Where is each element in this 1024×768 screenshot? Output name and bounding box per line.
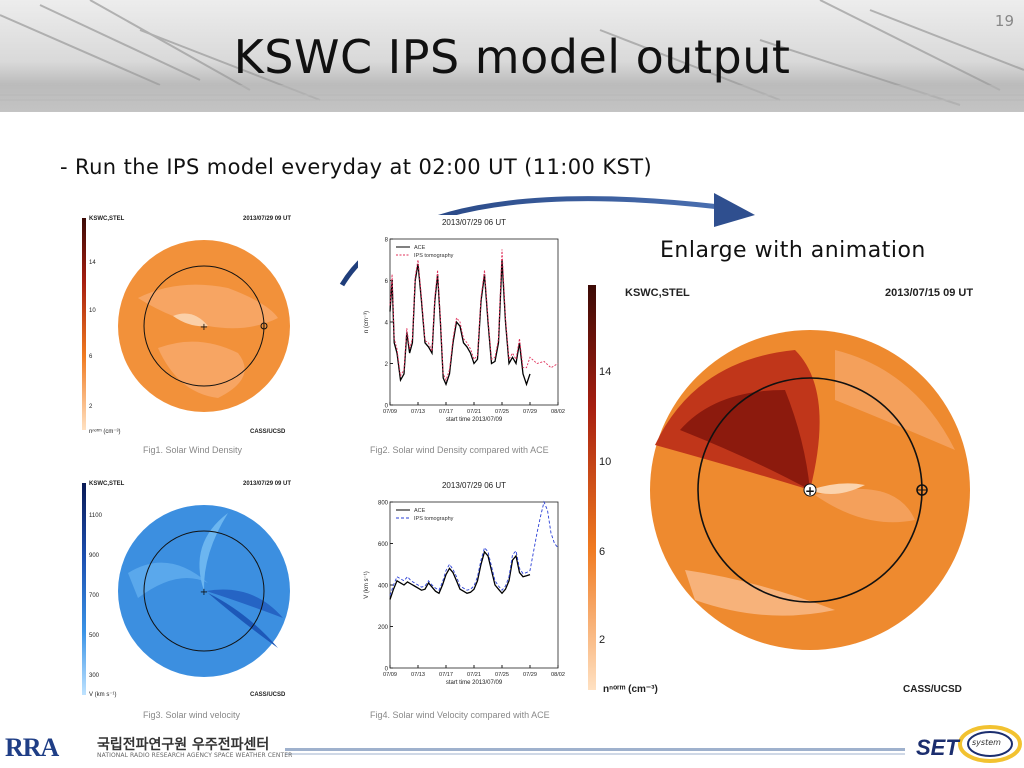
- fig3-credit: CASS/UCSD: [250, 692, 286, 698]
- legend-label: IPS tomography: [414, 516, 454, 522]
- series-line-ace: [389, 550, 531, 600]
- large-unit: nⁿᵒʳᵐ (cm⁻³): [603, 684, 658, 695]
- series-line-ips: [389, 500, 559, 596]
- fig3-datetime: 2013/07/29 09 UT: [243, 481, 291, 487]
- large-label: KSWC,STEL: [625, 287, 690, 299]
- x-axis-label: start time 2013/07/09: [446, 680, 503, 686]
- fig1-density-map: KSWC,STEL 2013/07/29 09 UT 14 10 6 2 nⁿᵒ…: [78, 208, 318, 440]
- y-tick-label: 0: [385, 667, 389, 673]
- x-tick-label: 07/09: [383, 409, 397, 415]
- enlarge-note: Enlarge with animation: [660, 238, 926, 263]
- bullet-text: - Run the IPS model everyday at 02:00 UT…: [60, 155, 653, 179]
- page-number: 19: [994, 12, 1014, 30]
- large-tick: 6: [599, 546, 605, 558]
- large-datetime: 2013/07/15 09 UT: [885, 287, 973, 299]
- x-axis-label: start time 2013/07/09: [446, 417, 503, 423]
- fig2-caption: Fig2. Solar wind Density compared with A…: [370, 445, 549, 455]
- fig3-tick: 900: [89, 553, 100, 559]
- fig1-tick: 2: [89, 404, 93, 410]
- fig3-tick: 1100: [89, 513, 103, 519]
- large-credit: CASS/UCSD: [903, 684, 962, 695]
- title-banner: [0, 0, 1024, 112]
- slide-title: KSWC IPS model output: [233, 30, 791, 84]
- fig1-tick: 10: [89, 308, 96, 314]
- fig1-tick: 14: [89, 260, 96, 266]
- svg-text:+: +: [805, 484, 815, 498]
- fig3-unit: V (km s⁻¹): [89, 692, 117, 698]
- x-tick-label: 07/13: [411, 409, 425, 415]
- fig1-label: KSWC,STEL: [89, 216, 125, 222]
- rra-logo: RRA: [5, 733, 59, 762]
- x-tick-label: 07/25: [495, 409, 509, 415]
- x-tick-label: 07/09: [383, 672, 397, 678]
- y-tick-label: 6: [385, 279, 389, 285]
- set-logo: SET: [916, 735, 959, 760]
- chart-title: 2013/07/29 06 UT: [442, 218, 506, 227]
- y-tick-label: 200: [378, 625, 389, 631]
- fig4-caption: Fig4. Solar wind Velocity compared with …: [370, 710, 550, 720]
- fig3-tick: 700: [89, 593, 100, 599]
- svg-text:+: +: [200, 322, 208, 333]
- fig3-velocity-map: KSWC,STEL 2013/07/29 09 UT 1100 900 700 …: [78, 473, 318, 705]
- org-name-korean: 국립전파연구원 우주전파센터: [97, 737, 270, 753]
- legend-label: ACE: [414, 245, 426, 251]
- large-tick: 10: [599, 456, 611, 468]
- chart-title: 2013/07/29 06 UT: [442, 481, 506, 490]
- x-tick-label: 07/29: [523, 672, 537, 678]
- y-tick-label: 800: [378, 501, 389, 507]
- fig3-tick: 300: [89, 673, 100, 679]
- y-axis-label: n (cm⁻³): [364, 311, 370, 333]
- y-tick-label: 2: [385, 362, 389, 368]
- svg-text:+: +: [200, 587, 208, 598]
- set-system-swoosh-icon: [958, 725, 1022, 763]
- x-tick-label: 07/17: [439, 672, 453, 678]
- large-tick: 14: [599, 366, 611, 378]
- y-tick-label: 600: [378, 542, 389, 548]
- x-tick-label: 07/13: [411, 672, 425, 678]
- fig1-datetime: 2013/07/29 09 UT: [243, 216, 291, 222]
- fig1-unit: nⁿᵒʳᵐ (cm⁻³): [89, 428, 121, 435]
- legend-label: ACE: [414, 508, 426, 514]
- enlarged-density-map: KSWC,STEL 2013/07/15 09 UT 14 10 6 2 nⁿᵒ…: [585, 280, 1005, 700]
- x-tick-label: 07/29: [523, 409, 537, 415]
- y-tick-label: 0: [385, 404, 389, 410]
- x-tick-label: 07/25: [495, 672, 509, 678]
- x-tick-label: 07/21: [467, 409, 481, 415]
- fig1-tick: 6: [89, 354, 93, 360]
- fig4-velocity-chart: 2013/07/29 06 UT 0 200 400 600 800 07/09 07/13 0…: [358, 478, 568, 698]
- y-axis-label: V (km s⁻¹): [364, 571, 370, 599]
- footer-rule-secondary: [285, 753, 905, 755]
- x-tick-label: 08/02: [551, 672, 565, 678]
- series-line-ips: [389, 249, 559, 382]
- footer-rule: [285, 748, 905, 751]
- fig3-caption: Fig3. Solar wind velocity: [143, 710, 241, 720]
- y-tick-label: 4: [385, 321, 389, 327]
- y-tick-label: 400: [378, 584, 389, 590]
- fig3-tick: 500: [89, 633, 100, 639]
- y-tick-label: 8: [385, 238, 389, 244]
- set-logo-system: system: [972, 738, 1001, 747]
- fig1-credit: CASS/UCSD: [250, 429, 286, 435]
- org-name-english: NATIONAL RADIO RESEARCH AGENCY SPACE WEA…: [97, 752, 293, 759]
- solar-array-photo: [0, 0, 1024, 112]
- large-tick: 2: [599, 634, 605, 646]
- x-tick-label: 07/21: [467, 672, 481, 678]
- legend-label: IPS tomography: [414, 253, 454, 259]
- fig3-label: KSWC,STEL: [89, 481, 125, 487]
- plot-frame: [389, 238, 559, 406]
- x-tick-label: 08/02: [551, 409, 565, 415]
- fig2-density-chart: 2013/07/29 06 UT 0 2 4 6 8 07/09 07/13 07/17 07/2…: [358, 215, 568, 435]
- x-tick-label: 07/17: [439, 409, 453, 415]
- fig1-caption: Fig1. Solar Wind Density: [143, 445, 243, 455]
